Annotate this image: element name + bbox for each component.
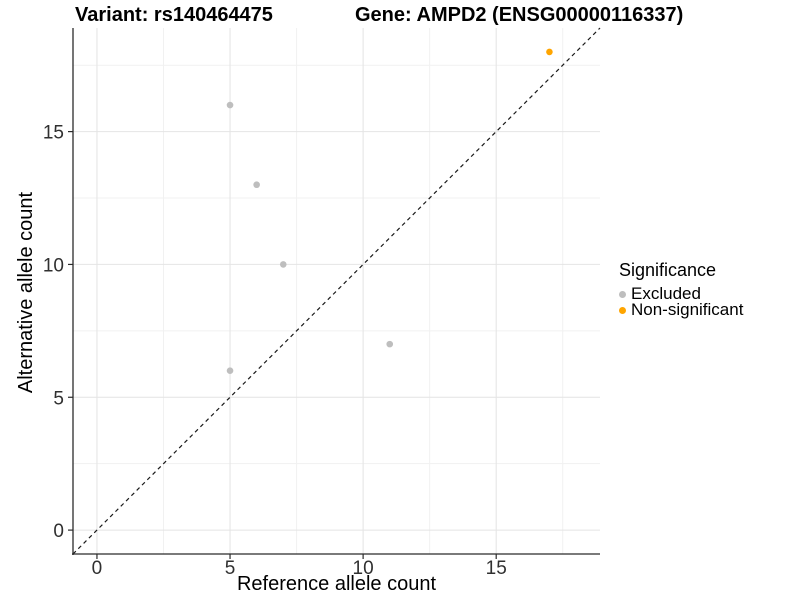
- data-point-excluded: [226, 367, 234, 374]
- legend-item-excluded: Excluded: [619, 284, 743, 303]
- data-point-excluded: [253, 181, 260, 189]
- non-significant-point-icon: [619, 306, 626, 314]
- legend-item-non-significant: Non-significant: [619, 300, 744, 319]
- legend-label-excluded: Excluded: [631, 284, 701, 303]
- data-point-non-significant: [546, 48, 553, 56]
- data-point-excluded: [226, 101, 234, 109]
- excluded-point-icon: [619, 290, 626, 298]
- x-axis-title: Reference allele count: [236, 573, 436, 595]
- y-tick-label: 15: [43, 123, 64, 144]
- x-tick-label: 15: [486, 558, 507, 579]
- y-tick-label: 0: [53, 521, 64, 542]
- identity-dashed-line: [72, 27, 601, 555]
- x-tick-label: 5: [225, 558, 236, 579]
- x-tick-label: 10: [353, 558, 374, 579]
- legend: Significance Excluded Non-significant: [619, 260, 743, 318]
- plot-title-variant: Variant: rs140464475: [75, 4, 273, 26]
- y-tick-label: 5: [53, 388, 64, 409]
- legend-title: Significance: [619, 260, 717, 280]
- x-tick-label: 0: [92, 558, 103, 579]
- plot-title-gene: Gene: AMPD2 (ENSG00000116337): [355, 4, 684, 26]
- y-axis-title: Alternative allele count: [15, 191, 37, 394]
- y-tick-label: 10: [43, 255, 64, 276]
- data-point-excluded: [386, 340, 394, 348]
- legend-label-non-significant: Non-significant: [631, 300, 744, 319]
- data-point-excluded: [279, 261, 287, 268]
